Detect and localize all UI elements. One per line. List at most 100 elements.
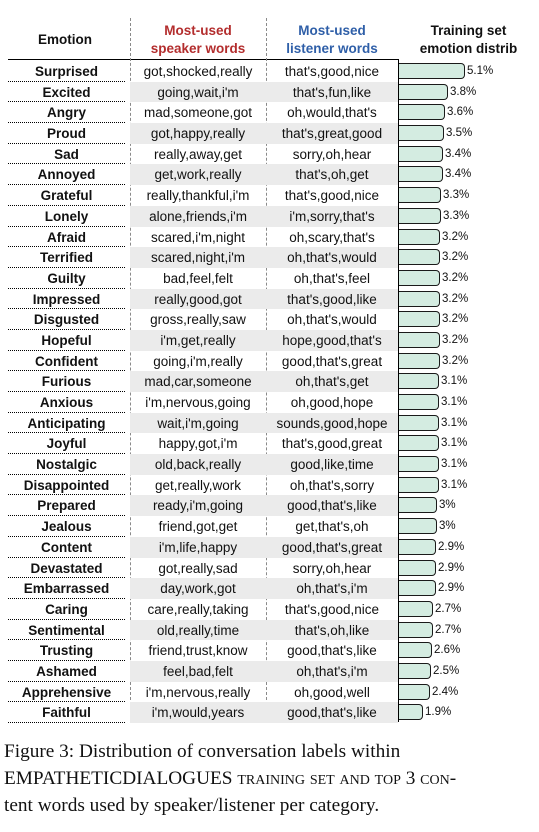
distribution-bar (398, 476, 439, 493)
distribution-percent: 3.4% (445, 168, 472, 181)
distribution-bar (398, 662, 431, 679)
listener-words: that's,fun,like (266, 81, 398, 103)
distribution-percent: 2.9% (438, 561, 465, 574)
speaker-words: mad,car,someone (130, 371, 266, 392)
column-divider-listener (266, 18, 267, 720)
speaker-words: i'm,nervous,really (145, 684, 251, 700)
emotion-label: Disappointed (8, 475, 125, 496)
emotion-label: Anxious (8, 392, 125, 413)
distribution-percent: 3.1% (441, 416, 468, 429)
emotion-label: Hopeful (8, 330, 125, 351)
distribution-percent: 3.2% (442, 292, 469, 305)
speaker-words: friend,got,get (158, 519, 238, 535)
listener-words: good,that's,like (287, 643, 377, 659)
speaker-words: i'm,would,years (130, 702, 266, 723)
distribution-percent: 2.9% (438, 582, 465, 595)
header-emotion: Emotion (0, 30, 130, 50)
distribution-bar (398, 207, 441, 224)
listener-words: sounds,good,hope (266, 412, 398, 434)
listener-words: that's,good,great (281, 436, 383, 452)
listener-words: that's,oh,like (266, 619, 398, 641)
distribution-percent: 3.4% (445, 147, 472, 160)
speaker-words: i'm,life,happy (130, 536, 266, 558)
table-row: Angry mad,someone,got oh,would,that's 3.6% (0, 102, 539, 124)
distribution-bar (398, 435, 439, 452)
distribution-percent: 2.5% (433, 664, 460, 677)
emotion-label: Trusting (8, 640, 125, 661)
speaker-words: get,really,work (154, 477, 242, 493)
header-distribution: Training set emotion distrib (398, 20, 539, 60)
speaker-words: get,work,really (130, 164, 266, 186)
distribution-bar (398, 145, 443, 162)
speaker-words: feel,bad,felt (130, 660, 266, 682)
distribution-bar (398, 63, 465, 79)
header-listener-line2: listener words (286, 41, 378, 56)
listener-words: that's,good,nice (284, 601, 380, 617)
caption-line-2: EMPATHETICDIALOGUES training set and top… (4, 768, 457, 789)
listener-words: that's,good,nice (284, 188, 380, 204)
distribution-bar (398, 228, 440, 245)
speaker-words: wait,i'm,going (130, 412, 266, 434)
distribution-percent: 3% (439, 520, 456, 533)
listener-words: good,that's,great (281, 353, 383, 369)
bar-chart-axis (398, 60, 399, 722)
header-speaker-words: Most-used speaker words (130, 20, 266, 60)
distribution-bar (398, 311, 440, 328)
distribution-percent: 3.3% (443, 209, 470, 222)
speaker-words: really,thankful,i'm (146, 188, 250, 204)
emotion-label: Sentimental (8, 620, 125, 641)
distribution-percent: 3% (439, 499, 456, 512)
listener-words: that's,oh,get (266, 164, 398, 186)
listener-words: oh,good,hope (290, 395, 374, 410)
table-row: Jealous friend,got,get get,that's,oh 3% (0, 516, 539, 537)
distribution-bar (398, 352, 440, 369)
speaker-words: i'm,nervous,going (145, 395, 251, 410)
table-row: Nostalgic old,back,really good,like,time 3.… (0, 454, 539, 475)
distribution-bar (398, 497, 437, 514)
listener-words: oh,that's,would (287, 312, 377, 328)
header-dist-line1: Training set (430, 23, 507, 38)
emotion-label: Disgusted (8, 309, 125, 330)
table-row: Impressed really,good,got that's,good,like… (0, 288, 539, 310)
distribution-bar (398, 683, 430, 700)
listener-words: hope,good,that's (266, 329, 398, 351)
emotion-label: Nostalgic (8, 454, 125, 475)
listener-words: oh,scary,that's (289, 229, 375, 245)
figure-table: Emotion Most-used speaker words Most-use… (0, 18, 539, 723)
table-row: Caring care,really,taking that's,good,nice… (0, 599, 539, 620)
emotion-label: Annoyed (8, 164, 125, 186)
distribution-percent: 3.2% (442, 354, 469, 367)
speaker-words: ready,i'm,going (130, 495, 266, 517)
distribution-bar (398, 518, 437, 535)
listener-words: good,that's,great (266, 536, 398, 558)
speaker-words: day,work,got (130, 578, 266, 599)
listener-words: get,that's,oh (295, 519, 369, 535)
caption-line-1: Figure 3: Distribution of conversation l… (4, 741, 401, 762)
table-row: Disgusted gross,really,saw oh,that's,would… (0, 309, 539, 330)
distribution-bar (398, 331, 440, 348)
distribution-percent: 1.9% (425, 706, 452, 719)
distribution-percent: 3.8% (450, 85, 477, 98)
distribution-bar (398, 83, 448, 100)
distribution-bar (398, 394, 439, 410)
listener-words: good,that's,like (266, 495, 398, 517)
figure-caption: Figure 3: Distribution of conversation l… (4, 738, 532, 819)
table-row: Afraid scared,i'm,night oh,scary,that's 3.2… (0, 227, 539, 248)
speaker-words: going,wait,i'm (130, 81, 266, 103)
header-rule (8, 59, 399, 60)
speaker-words: scared,night,i'm (130, 247, 266, 268)
emotion-label: Impressed (8, 289, 125, 310)
listener-words: oh,that's,i'm (266, 660, 398, 682)
speaker-words: really,away,get (153, 146, 243, 162)
listener-words: good,like,time (266, 454, 398, 475)
table-row: Embarrassed day,work,got oh,that's,i'm 2.9% (0, 578, 539, 599)
distribution-percent: 2.4% (432, 685, 459, 698)
table-row: Anxious i'm,nervous,going oh,good,hope 3.1% (0, 392, 539, 413)
emotion-label: Furious (8, 371, 125, 392)
speaker-words: really,good,got (130, 288, 266, 310)
distribution-percent: 3.2% (442, 313, 469, 326)
distribution-percent: 5.1% (467, 65, 494, 77)
listener-words: sorry,oh,hear (292, 560, 372, 576)
emotion-label: Surprised (8, 61, 125, 82)
table-row: Devastated got,really,sad sorry,oh,hear 2.9… (0, 558, 539, 579)
